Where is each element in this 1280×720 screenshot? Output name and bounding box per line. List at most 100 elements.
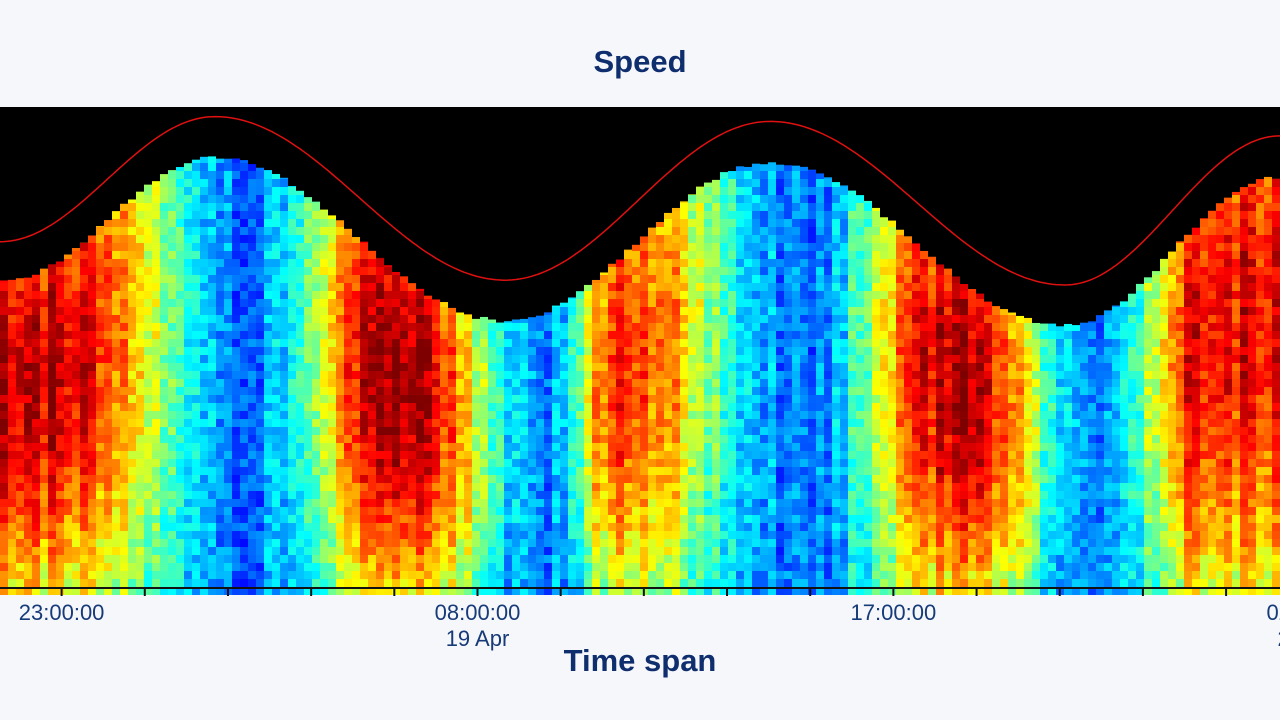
heatmap-cell (296, 499, 304, 507)
heatmap-cell (560, 331, 568, 339)
heatmap-cell (736, 379, 744, 387)
heatmap-cell (480, 419, 488, 427)
heatmap-cell (496, 363, 504, 371)
heatmap-cell (808, 515, 816, 523)
heatmap-cell (352, 315, 360, 323)
heatmap-cell (784, 467, 792, 475)
heatmap-cell (352, 419, 360, 427)
heatmap-cell (744, 243, 752, 251)
heatmap-cell (696, 443, 704, 451)
heatmap-cell (208, 483, 216, 491)
heatmap-cell (184, 363, 192, 371)
heatmap-cell (608, 499, 616, 507)
heatmap-cell (512, 483, 520, 491)
heatmap-cell (552, 435, 560, 443)
heatmap-cell (800, 275, 808, 283)
heatmap-cell (848, 563, 856, 571)
heatmap-cell (744, 395, 752, 403)
heatmap-cell (168, 507, 176, 515)
heatmap-cell (632, 283, 640, 291)
heatmap-cell (328, 235, 336, 243)
heatmap-cell (552, 403, 560, 411)
heatmap-cell (640, 339, 648, 347)
heatmap-cell (24, 451, 32, 459)
heatmap-cell (168, 555, 176, 563)
heatmap-cell (528, 363, 536, 371)
heatmap-cell (280, 219, 288, 227)
heatmap-cell (704, 323, 712, 331)
heatmap-cell (376, 315, 384, 323)
heatmap-cell (16, 339, 24, 347)
heatmap-cell (152, 235, 160, 243)
heatmap-cell (856, 355, 864, 363)
heatmap-cell (232, 203, 240, 211)
heatmap-cell (688, 515, 696, 523)
heatmap-cell (624, 275, 632, 283)
heatmap-cell (504, 387, 512, 395)
heatmap-cell (664, 555, 672, 563)
heatmap-cell (120, 355, 128, 363)
heatmap-cell (40, 515, 48, 523)
heatmap-cell (160, 547, 168, 555)
heatmap-cell (840, 379, 848, 387)
heatmap-cell (488, 427, 496, 435)
heatmap-cell (152, 243, 160, 251)
heatmap-cell (344, 475, 352, 483)
heatmap-cell (280, 379, 288, 387)
heatmap-cell (728, 563, 736, 571)
heatmap-cell (512, 379, 520, 387)
heatmap-cell (32, 523, 40, 531)
heatmap-cell (736, 563, 744, 571)
heatmap-cell (800, 363, 808, 371)
heatmap-cell (56, 571, 64, 579)
heatmap-cell (392, 315, 400, 323)
heatmap-cell (552, 371, 560, 379)
heatmap-cell (248, 499, 256, 507)
heatmap-cell (768, 435, 776, 443)
heatmap-cell (72, 291, 80, 299)
heatmap-cell (40, 523, 48, 531)
heatmap-cell (640, 507, 648, 515)
heatmap-cell (232, 427, 240, 435)
heatmap-cell (560, 403, 568, 411)
heatmap-cell (352, 427, 360, 435)
heatmap-cell (56, 403, 64, 411)
heatmap-cell (648, 515, 656, 523)
heatmap-cell (688, 547, 696, 555)
heatmap-cell (784, 211, 792, 219)
heatmap-cell (440, 483, 448, 491)
heatmap-cell (56, 363, 64, 371)
heatmap-cell (768, 163, 776, 171)
heatmap-cell (248, 171, 256, 179)
heatmap-cell (496, 467, 504, 475)
heatmap-cell (448, 411, 456, 419)
heatmap-cell (208, 347, 216, 355)
heatmap-cell (616, 499, 624, 507)
heatmap-cell (176, 403, 184, 411)
heatmap-cell (0, 363, 8, 371)
heatmap-cell (368, 387, 376, 395)
heatmap-cell (168, 299, 176, 307)
heatmap-cell (312, 459, 320, 467)
heatmap-cell (704, 339, 712, 347)
heatmap-cell (832, 315, 840, 323)
heatmap-cell (256, 555, 264, 563)
heatmap-cell (176, 475, 184, 483)
heatmap-cell (0, 587, 8, 595)
heatmap-cell (152, 427, 160, 435)
heatmap-cell (592, 395, 600, 403)
heatmap-cell (696, 459, 704, 467)
heatmap-cell (632, 244, 640, 251)
heatmap-cell (152, 355, 160, 363)
heatmap-cell (696, 315, 704, 323)
heatmap-cell (352, 379, 360, 387)
heatmap-cell (360, 379, 368, 387)
heatmap-cell (320, 563, 328, 571)
heatmap-cell (8, 379, 16, 387)
heatmap-cell (192, 347, 200, 355)
heatmap-cell (280, 547, 288, 555)
heatmap-cell (168, 411, 176, 419)
heatmap-cell (584, 435, 592, 443)
heatmap-cell (144, 531, 152, 539)
heatmap-cell (480, 555, 488, 563)
